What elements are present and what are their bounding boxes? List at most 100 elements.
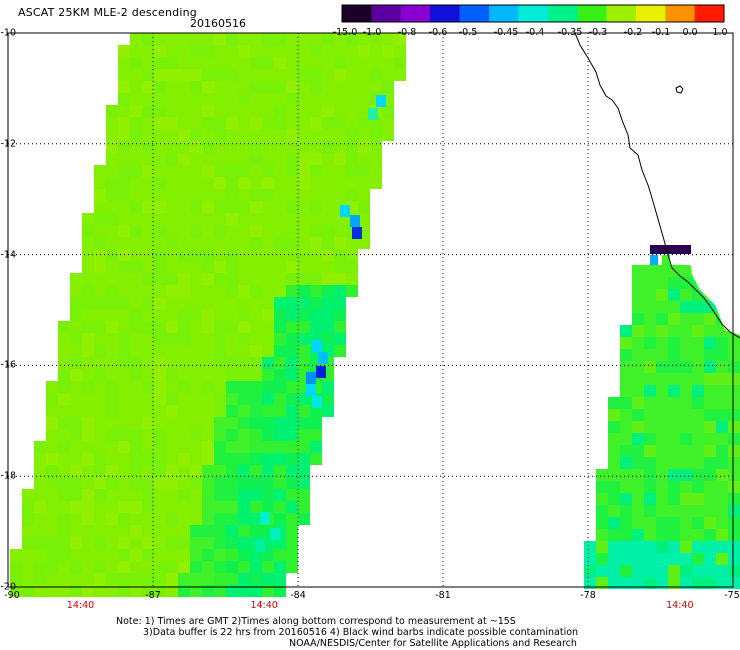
swath-cell	[166, 333, 178, 345]
swath-cell	[94, 417, 106, 429]
swath-cell	[334, 45, 346, 57]
swath-cell	[298, 441, 310, 453]
swath-cell	[58, 441, 70, 453]
swath-cell	[632, 577, 644, 589]
swath-cell	[656, 265, 668, 277]
colorbar-segment	[606, 5, 637, 22]
swath-cell	[238, 501, 250, 513]
swath-cell	[118, 357, 130, 369]
swath-cell	[178, 105, 190, 117]
swath-cell	[178, 237, 190, 249]
swath-cell	[346, 45, 358, 57]
swath-cell	[620, 481, 632, 493]
swath-cell	[46, 465, 58, 477]
swath-cell	[728, 361, 740, 373]
swath-cell	[202, 81, 214, 93]
swath-cell	[716, 361, 728, 373]
swath-cell	[274, 45, 286, 57]
swath-cell	[178, 429, 190, 441]
swath-cell	[250, 177, 262, 189]
swath-cell	[178, 441, 190, 453]
swath-cell	[142, 501, 154, 513]
swath-cell	[166, 549, 178, 561]
land-contamination	[650, 245, 691, 254]
swath-cell	[190, 429, 202, 441]
swath-cell	[178, 309, 190, 321]
swath-cell	[286, 489, 298, 501]
swath-cell	[322, 213, 334, 225]
swath-cell	[704, 493, 716, 505]
swath-cell	[262, 261, 274, 273]
swath-cell	[70, 549, 82, 561]
swath-cell	[370, 165, 382, 177]
swath-cell	[190, 501, 202, 513]
swath-cell	[202, 309, 214, 321]
swath-cell	[214, 309, 226, 321]
swath-cell	[82, 417, 94, 429]
swath-cell	[632, 493, 644, 505]
swath-cell	[238, 477, 250, 489]
swath-cell	[214, 525, 226, 537]
swath-cell	[142, 393, 154, 405]
swath-cell	[274, 309, 286, 321]
note-line-3: NOAA/NESDIS/Center for Satellite Applica…	[289, 638, 577, 649]
swath-cell	[226, 429, 238, 441]
swath-cell	[70, 285, 82, 297]
swath-cell	[250, 321, 262, 333]
swath-cell	[632, 349, 644, 361]
swath-cell-highlight	[312, 396, 322, 408]
swath-cell	[274, 57, 286, 69]
swath-cell	[286, 117, 298, 129]
swath-cell	[142, 537, 154, 549]
swath-cell	[178, 573, 190, 585]
swath-cell	[142, 525, 154, 537]
swath-cell	[190, 189, 202, 201]
swath-cell	[214, 549, 226, 561]
swath-cell	[680, 277, 692, 289]
swath-cell	[118, 141, 130, 153]
swath-cell	[190, 297, 202, 309]
swath-cell	[656, 313, 668, 325]
swath-cell	[202, 405, 214, 417]
swath-cell	[190, 477, 202, 489]
swath-cell	[94, 393, 106, 405]
swath-cell	[106, 189, 118, 201]
swath-cell	[118, 57, 130, 69]
swath-cell	[106, 273, 118, 285]
swath-cell	[632, 529, 644, 541]
swath-cell	[250, 81, 262, 93]
swath-cell	[274, 141, 286, 153]
swath-cell	[358, 45, 370, 57]
swath-cell-highlight	[306, 372, 316, 384]
swath-cell	[190, 201, 202, 213]
swath-cell	[250, 333, 262, 345]
swath-cell	[668, 565, 680, 577]
note-line-1: Note: 1) Times are GMT 2)Times along bot…	[116, 616, 516, 627]
swath-cell	[716, 445, 728, 457]
swath-cell	[370, 141, 382, 153]
swath-cell	[238, 69, 250, 81]
swath-cell	[346, 189, 358, 201]
swath-cell	[34, 441, 46, 453]
swath-cell	[668, 469, 680, 481]
swath-cell-highlight	[270, 528, 280, 540]
swath-cell	[154, 441, 166, 453]
swath-cell	[704, 409, 716, 421]
swath-cell	[142, 357, 154, 369]
swath-cell	[214, 69, 226, 81]
swath-cell	[298, 189, 310, 201]
swath-cell	[274, 489, 286, 501]
swath-cell	[298, 213, 310, 225]
swath-cell	[130, 453, 142, 465]
swath-cell	[202, 369, 214, 381]
swath-cell	[274, 189, 286, 201]
swath-cell	[154, 309, 166, 321]
swath-cell	[656, 289, 668, 301]
swath-cell	[82, 273, 94, 285]
swath-cell	[46, 513, 58, 525]
swath-cell	[130, 465, 142, 477]
swath-cell	[322, 93, 334, 105]
swath-cell	[394, 33, 406, 45]
swath-cell	[130, 105, 142, 117]
swath-cell	[118, 393, 130, 405]
